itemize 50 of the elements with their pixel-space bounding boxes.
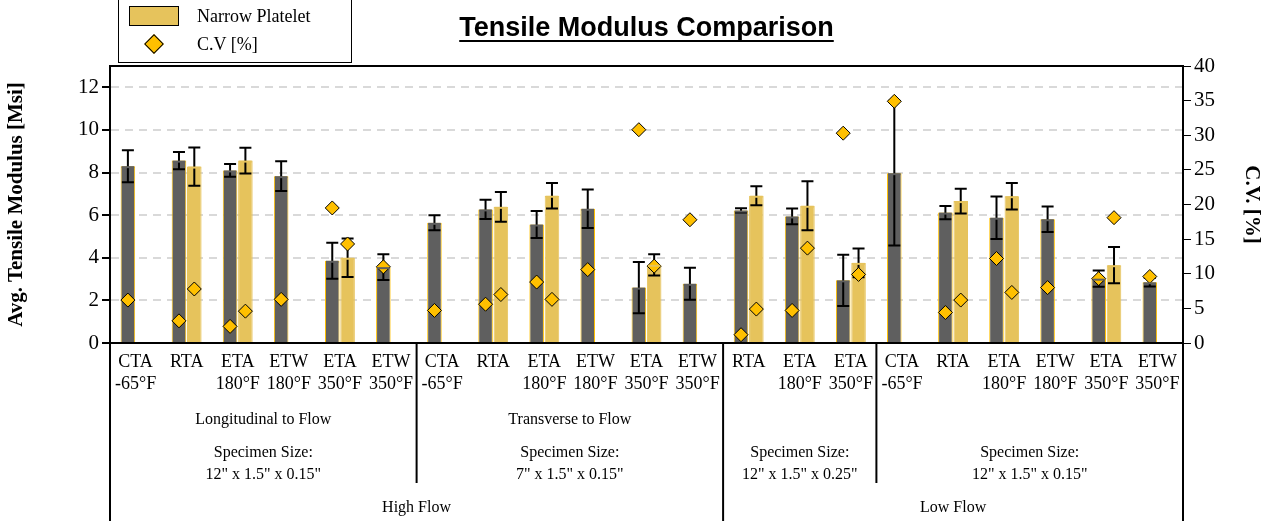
y-tick-label: 2: [88, 286, 99, 311]
x-tick-label: CTA -65°F: [114, 350, 157, 394]
x-tick-label: ETA 180°F: [522, 350, 567, 394]
x-tick-label: RTA: [169, 350, 204, 371]
x-tick-label: ETA 350°F: [828, 350, 873, 394]
y2-tick-label: 15: [1194, 225, 1215, 250]
y-tick-label: 0: [88, 329, 99, 354]
x-tick-label: ETA 350°F: [1084, 350, 1129, 394]
legend-label: C.V [%]: [197, 33, 258, 55]
y2-axis-title: C.V. [%]: [1240, 165, 1265, 244]
y-tick-label: 6: [88, 201, 99, 226]
x-tick-label: RTA: [731, 350, 766, 371]
x-tick-label: ETW 180°F: [1033, 350, 1078, 394]
x-tick-label: ETA 180°F: [982, 350, 1027, 394]
text: Specimen Size: 7" x 1.5" x 0.15": [516, 443, 624, 483]
y2-tick-label: 0: [1194, 329, 1205, 354]
text: Specimen Size: 12" x 1.5" x 0.15": [971, 443, 1088, 483]
y-tick-label: 4: [88, 244, 100, 269]
x-tick-label: ETW 180°F: [573, 350, 618, 394]
x-tick-label: ETW 350°F: [675, 350, 720, 394]
x-tick-label: RTA: [936, 350, 970, 371]
x-tick-label: ETW 350°F: [368, 350, 414, 394]
text: Specimen Size: 12" x 1.5" x 0.15": [205, 443, 322, 483]
x-tick-label: ETA 350°F: [317, 350, 363, 394]
text: Longitudinal to Flow: [195, 410, 332, 429]
y-tick-label: 10: [78, 116, 99, 141]
x-tick-label: CTA -65°F: [421, 350, 463, 394]
x-tick-label: ETW 180°F: [266, 350, 311, 394]
text: High Flow: [382, 498, 452, 517]
text: Transverse to Flow: [508, 410, 632, 428]
y2-tick-label: 40: [1194, 52, 1215, 77]
x-tick-label: ETW 350°F: [1135, 350, 1180, 394]
y2-tick-label: 5: [1194, 294, 1205, 319]
legend-label: Narrow Platelet: [197, 5, 311, 27]
x-tick-label: RTA: [476, 350, 510, 371]
y-axis-title: Avg. Tensile Modulus [Msi]: [3, 82, 28, 327]
y2-tick-label: 10: [1194, 260, 1215, 285]
text: Specimen Size: 12" x 1.5" x 0.25": [741, 443, 858, 483]
chart-title: Tensile Modulus Comparison: [459, 12, 834, 42]
y2-tick-label: 35: [1194, 87, 1215, 112]
x-tick-label: ETA 180°F: [777, 350, 822, 394]
y2-tick-label: 20: [1194, 191, 1215, 216]
y2-tick-label: 25: [1194, 156, 1215, 181]
x-tick-label: ETA 180°F: [215, 350, 260, 394]
text: Low Flow: [919, 498, 987, 516]
x-tick-label: CTA -65°F: [881, 350, 923, 394]
y2-tick-label: 30: [1194, 121, 1215, 146]
y-tick-label: 12: [78, 73, 99, 98]
x-tick-label: ETA 350°F: [624, 350, 669, 394]
y-tick-label: 8: [88, 159, 99, 184]
